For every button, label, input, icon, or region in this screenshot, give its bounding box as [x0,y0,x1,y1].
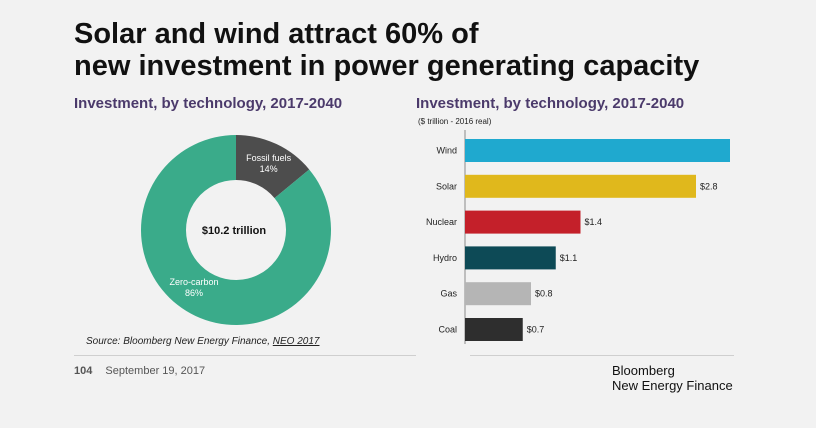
bar-value-label: $0.8 [535,289,553,299]
title-line-1: Solar and wind attract 60% of [74,18,479,50]
slice-name-label: Zero-carbon [169,277,218,287]
category-label: Solar [436,181,457,191]
bar-chart: Wind$3.3Solar$2.8Nuclear$1.4Hydro$1.1Gas… [426,130,730,344]
slice-percent-label: 14% [260,164,278,174]
category-label: Nuclear [426,217,457,227]
bar-nuclear [465,210,581,234]
title-line-2: new investment in power generating capac… [74,50,700,82]
slice-percent-label: 86% [185,288,203,298]
brand-line-1: Bloomberg [612,363,675,378]
bar-value-label: $0.7 [527,325,545,335]
brand-logo: Bloomberg New Energy Finance [612,363,733,393]
bar-gas [465,282,531,306]
slice-name-label: Fossil fuels [246,153,292,163]
footer: 104 September 19, 2017 [74,365,205,377]
bar-value-label: $1.1 [560,253,578,263]
source-note: Source: Bloomberg New Energy Finance, NE… [86,336,319,347]
bar-coal [465,318,523,341]
source-text: Source: Bloomberg New Energy Finance, [86,336,273,347]
bar-value-label: $2.8 [700,181,718,191]
footer-date: September 19, 2017 [105,365,206,377]
category-label: Gas [440,289,457,299]
footer-rule-left [74,355,416,356]
bar-hydro [465,246,556,270]
bar-value-label: $1.4 [585,217,603,227]
footer-rule-right [470,355,734,356]
donut-slice-0 [236,135,310,199]
bar-solar [465,174,696,198]
left-chart-subtitle: Investment, by technology, 2017-2040 [74,95,343,112]
page-title: Solar and wind attract 60% of new invest… [74,18,794,82]
bar-chart-units: ($ trillion - 2016 real) [418,117,492,126]
donut-center-label: $10.2 trillion [202,225,266,237]
source-link[interactable]: NEO 2017 [272,336,320,347]
brand-line-2: New Energy Finance [612,378,733,393]
right-chart-subtitle: Investment, by technology, 2017-2040 [416,95,685,112]
category-label: Coal [438,325,457,335]
category-label: Hydro [433,253,457,263]
bar-wind [465,139,730,162]
page-number: 104 [74,365,93,377]
donut-slice-1 [141,135,331,325]
category-label: Wind [436,146,457,156]
